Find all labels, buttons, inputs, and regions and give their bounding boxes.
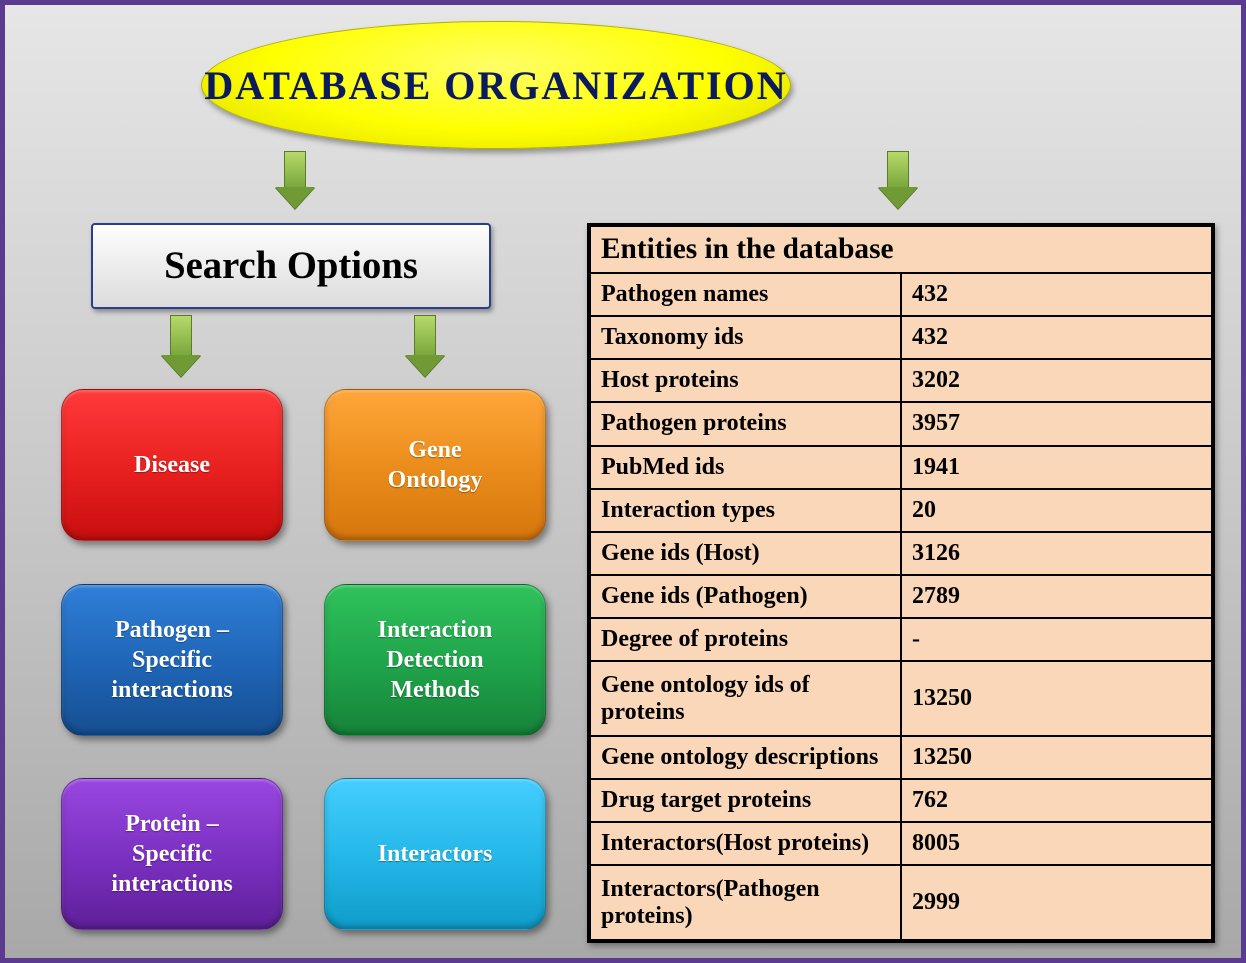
search-options-box: Search Options <box>91 223 491 309</box>
category-button[interactable]: Disease <box>61 389 283 541</box>
entity-name-cell: Degree of proteins <box>590 618 901 661</box>
entity-name-cell: Gene ids (Pathogen) <box>590 575 901 618</box>
entity-name-cell: Gene ontology descriptions <box>590 736 901 779</box>
table-row: Pathogen names432 <box>590 273 1212 316</box>
category-button[interactable]: Interactors <box>324 778 546 930</box>
arrow-title-to-search <box>275 151 315 209</box>
entity-value-cell: 1941 <box>901 446 1212 489</box>
table-row: Drug target proteins762 <box>590 779 1212 822</box>
category-button-label: Interactors <box>378 839 493 869</box>
category-grid: Disease Gene Ontology Pathogen – Specific … <box>61 389 547 937</box>
title-text: DATABASE ORGANIZATION <box>204 62 787 109</box>
table-row: Degree of proteins- <box>590 618 1212 661</box>
arrow-search-to-left-col <box>161 315 201 377</box>
table-row: Interaction types20 <box>590 489 1212 532</box>
entity-name-cell: Interaction types <box>590 489 901 532</box>
category-button[interactable]: Pathogen – Specific interactions <box>61 584 283 736</box>
table-row: Gene ids (Host)3126 <box>590 532 1212 575</box>
table-row: Gene ids (Pathogen)2789 <box>590 575 1212 618</box>
entity-value-cell: 3126 <box>901 532 1212 575</box>
category-button-label: Pathogen – Specific interactions <box>111 615 232 705</box>
entity-name-cell: Host proteins <box>590 359 901 402</box>
table-row: Interactors(Pathogen proteins)2999 <box>590 865 1212 940</box>
entity-name-cell: Taxonomy ids <box>590 316 901 359</box>
category-button[interactable]: Gene Ontology <box>324 389 546 541</box>
entity-value-cell: 3202 <box>901 359 1212 402</box>
search-options-label: Search Options <box>164 244 418 288</box>
category-button[interactable]: Interaction Detection Methods <box>324 584 546 736</box>
category-button[interactable]: Protein – Specific interactions <box>61 778 283 930</box>
category-button-label: Disease <box>134 450 210 480</box>
entity-value-cell: 8005 <box>901 822 1212 865</box>
table-row: Gene ontology ids of proteins13250 <box>590 661 1212 736</box>
entity-value-cell: - <box>901 618 1212 661</box>
entities-table-wrap: Entities in the database Pathogen names4… <box>587 223 1215 943</box>
table-row: Pathogen proteins3957 <box>590 402 1212 445</box>
entity-value-cell: 3957 <box>901 402 1212 445</box>
entity-value-cell: 13250 <box>901 661 1212 736</box>
entity-name-cell: Interactors(Host proteins) <box>590 822 901 865</box>
entity-name-cell: Gene ids (Host) <box>590 532 901 575</box>
entity-value-cell: 2999 <box>901 865 1212 940</box>
entity-value-cell: 2789 <box>901 575 1212 618</box>
arrow-search-to-right-col <box>405 315 445 377</box>
entity-name-cell: Gene ontology ids of proteins <box>590 661 901 736</box>
title-ellipse: DATABASE ORGANIZATION <box>201 21 791 149</box>
entity-value-cell: 762 <box>901 779 1212 822</box>
diagram-canvas: DATABASE ORGANIZATION Search Options Dis… <box>0 0 1246 963</box>
table-row: PubMed ids1941 <box>590 446 1212 489</box>
entity-name-cell: Pathogen names <box>590 273 901 316</box>
entities-table: Entities in the database Pathogen names4… <box>589 225 1213 941</box>
arrow-title-to-table <box>878 151 918 209</box>
entity-name-cell: Interactors(Pathogen proteins) <box>590 865 901 940</box>
entity-value-cell: 20 <box>901 489 1212 532</box>
table-row: Host proteins3202 <box>590 359 1212 402</box>
category-button-label: Protein – Specific interactions <box>111 809 232 899</box>
category-button-label: Gene Ontology <box>388 435 483 495</box>
entity-value-cell: 13250 <box>901 736 1212 779</box>
entities-table-title: Entities in the database <box>590 226 1212 273</box>
table-row: Interactors(Host proteins)8005 <box>590 822 1212 865</box>
entity-value-cell: 432 <box>901 273 1212 316</box>
table-row: Gene ontology descriptions13250 <box>590 736 1212 779</box>
entity-name-cell: Drug target proteins <box>590 779 901 822</box>
entity-name-cell: PubMed ids <box>590 446 901 489</box>
table-row: Taxonomy ids432 <box>590 316 1212 359</box>
category-button-label: Interaction Detection Methods <box>378 615 493 705</box>
entity-value-cell: 432 <box>901 316 1212 359</box>
entity-name-cell: Pathogen proteins <box>590 402 901 445</box>
